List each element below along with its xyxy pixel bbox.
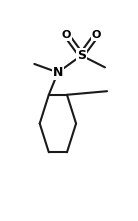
Text: S: S xyxy=(77,49,86,62)
Text: O: O xyxy=(92,30,101,40)
Text: N: N xyxy=(53,66,63,79)
Text: O: O xyxy=(62,30,71,40)
